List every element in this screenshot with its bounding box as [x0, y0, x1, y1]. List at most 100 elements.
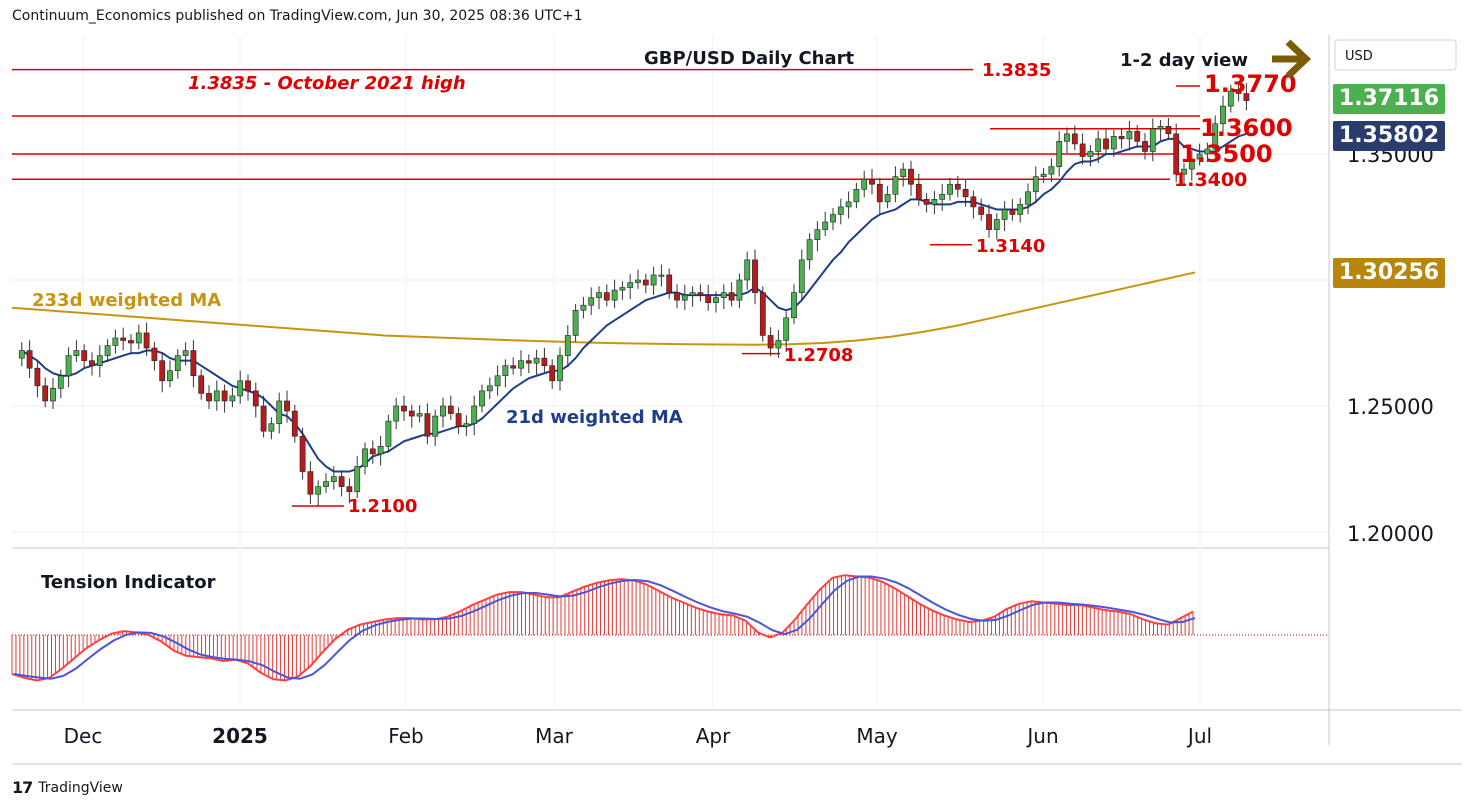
candle — [1235, 82, 1242, 102]
candle-body — [533, 357, 540, 364]
candle — [471, 395, 478, 436]
candle — [1110, 130, 1117, 158]
ma233-price-badge: 1.30256 — [1333, 258, 1445, 288]
candle-body — [845, 201, 852, 208]
candle-body — [993, 219, 1000, 230]
candle-body — [915, 183, 922, 200]
candle-body — [128, 340, 134, 344]
candle — [557, 347, 563, 391]
candle — [1079, 133, 1086, 165]
candle-body — [81, 350, 88, 361]
candle-body — [463, 423, 470, 427]
currency-selector[interactable] — [1334, 39, 1457, 71]
candle — [1243, 83, 1250, 111]
level-label-1.3500: 1.3500 — [1180, 140, 1273, 168]
candle — [939, 183, 946, 211]
currency-label: USD — [1345, 49, 1373, 64]
candle — [915, 173, 922, 206]
candle — [502, 359, 509, 388]
candle-body — [580, 304, 587, 311]
candle-body — [198, 375, 205, 394]
candle-body — [221, 390, 228, 402]
candle — [869, 168, 875, 195]
candle-body — [159, 360, 166, 382]
candle — [744, 251, 751, 290]
candle-body — [806, 239, 813, 261]
candle-body — [1009, 209, 1016, 215]
ma21-label: 21d weighted MA — [506, 407, 683, 428]
candle-body — [440, 405, 446, 417]
candle — [284, 390, 290, 423]
candle — [837, 198, 844, 225]
tradingview-footer[interactable]: 17 TradingView — [12, 778, 123, 797]
candle — [1134, 125, 1141, 148]
candle — [923, 193, 930, 213]
candle — [1204, 142, 1211, 163]
x-tick-label: Mar — [535, 724, 574, 748]
candle — [564, 325, 571, 368]
level-note-1.3835: 1.3835 - October 2021 high — [188, 73, 466, 94]
ma21-price-badge: 1.35802 — [1333, 121, 1445, 151]
candle — [34, 361, 41, 398]
candle-body — [393, 405, 400, 422]
candle-body — [869, 178, 875, 185]
candle — [1157, 119, 1164, 141]
ma233-label: 233d weighted MA — [32, 290, 221, 311]
candle — [237, 370, 244, 404]
candle-body — [518, 360, 524, 369]
candle-body — [143, 332, 150, 349]
candle — [401, 395, 407, 421]
candle — [346, 478, 353, 504]
candle-body — [791, 292, 797, 319]
candle-body — [354, 466, 361, 492]
swing-label-1.2100: 1.2100 — [348, 496, 417, 517]
candle-body — [767, 335, 774, 349]
candle — [1025, 183, 1031, 215]
candle — [931, 191, 938, 215]
candle-body — [853, 188, 860, 203]
candle-body — [174, 355, 181, 372]
x-tick-label: Jul — [1186, 724, 1212, 748]
candle-body — [900, 168, 907, 177]
candle — [26, 340, 33, 379]
candle-body — [908, 168, 914, 185]
candle-body — [572, 309, 579, 336]
candle — [198, 369, 205, 400]
candle-body — [1079, 143, 1086, 157]
candle — [135, 324, 142, 350]
candle — [908, 160, 914, 196]
candle-body — [1087, 151, 1094, 157]
candle — [206, 385, 212, 410]
candle — [268, 417, 275, 440]
candle-body — [564, 335, 571, 356]
candle — [759, 286, 766, 342]
candle — [57, 369, 64, 399]
candle — [611, 279, 618, 309]
candle-body — [814, 229, 821, 240]
candle-body — [151, 347, 158, 361]
candle-body — [1126, 131, 1133, 140]
horizontal-levels — [12, 68, 1200, 507]
candle — [970, 190, 977, 219]
candle — [798, 249, 805, 301]
candle-body — [557, 355, 563, 382]
candle — [447, 395, 454, 420]
candle — [1071, 125, 1078, 151]
candle-body — [689, 292, 696, 296]
candle — [1001, 201, 1008, 232]
ma21-line — [21, 132, 1255, 473]
candle-body — [650, 274, 657, 286]
candle — [486, 377, 493, 399]
candle-body — [837, 206, 844, 215]
candle — [1040, 167, 1047, 183]
candle — [1064, 127, 1070, 153]
candle-body — [775, 340, 782, 349]
candle-body — [1235, 90, 1242, 94]
candle-body — [931, 199, 938, 205]
y-tick-label: 1.25000 — [1347, 395, 1434, 419]
candle-body — [681, 294, 688, 301]
candle-body — [830, 214, 836, 223]
candle — [151, 341, 158, 371]
tension-indicator-pane — [11, 574, 1329, 682]
